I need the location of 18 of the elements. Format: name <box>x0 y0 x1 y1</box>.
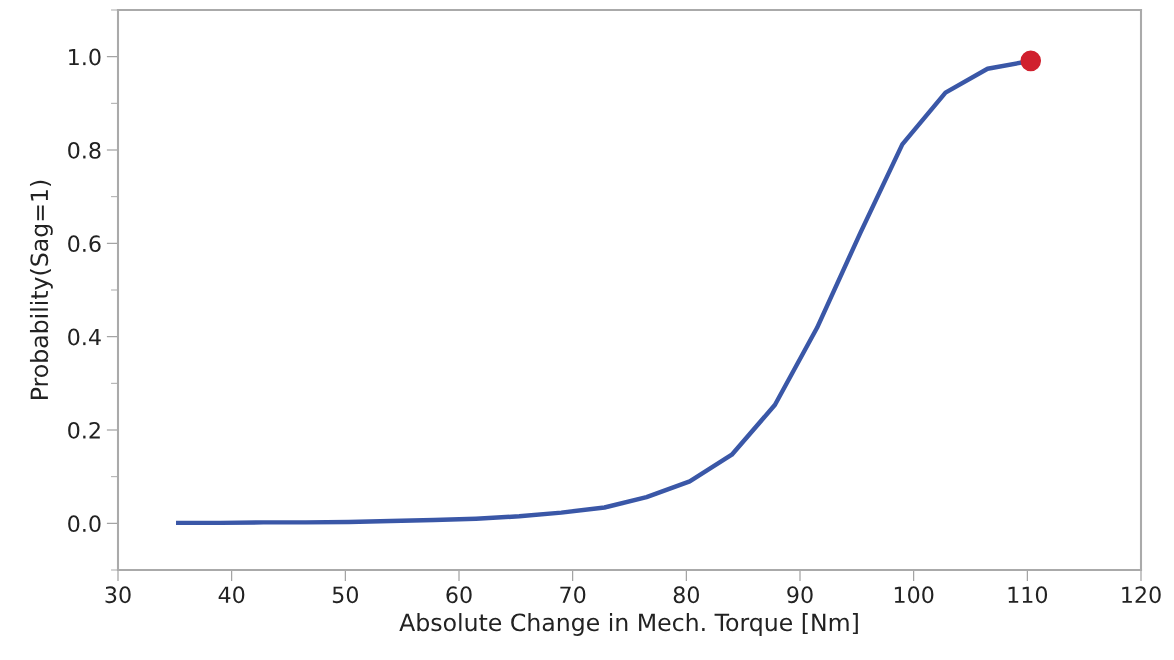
y-tick-label: 0.4 <box>68 328 101 346</box>
x-axis-title: Absolute Change in Mech. Torque [Nm] <box>399 613 858 636</box>
x-tick-label: 90 <box>787 586 813 604</box>
x-tick-label: 100 <box>894 586 934 604</box>
y-axis-title: Probability(Sag=1) <box>29 180 53 399</box>
x-tick-label: 60 <box>446 586 472 604</box>
x-tick-label: 50 <box>332 586 358 604</box>
y-tick-label: 0.0 <box>68 515 101 533</box>
x-tick-label: 110 <box>1008 586 1048 604</box>
x-tick-label: 40 <box>218 586 245 604</box>
x-tick-label: 30 <box>105 586 131 604</box>
x-tick-label: 120 <box>1122 586 1161 604</box>
y-tick-label: 1.0 <box>69 48 101 66</box>
y-tick-label: 0.2 <box>68 421 100 439</box>
x-tick-label: 80 <box>673 586 699 604</box>
y-tick-label: 0.8 <box>68 141 101 159</box>
x-tick-label: 70 <box>560 586 586 604</box>
y-tick-label: 0.6 <box>68 235 101 253</box>
